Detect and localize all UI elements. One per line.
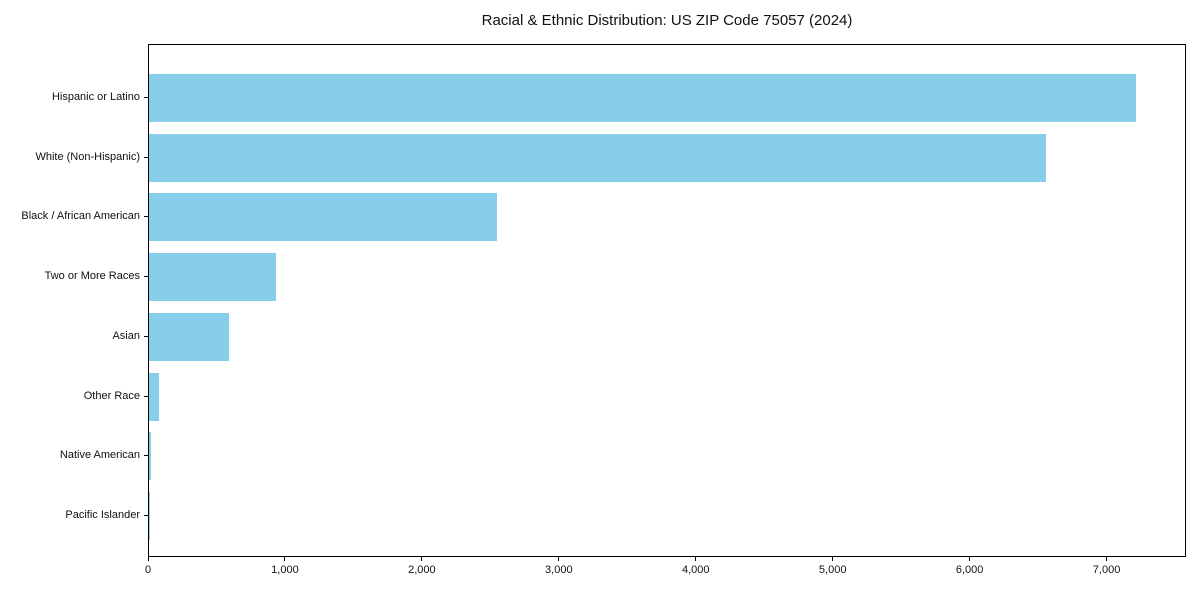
y-tick-mark [144,395,148,397]
y-label-two-or-more-races: Two or More Races [44,270,140,283]
x-tick-label: 5,000 [818,564,847,576]
bar-two-or-more-races [149,253,277,302]
x-tick-label: 0 [144,564,152,576]
bar-hispanic-or-latino [149,74,1137,122]
y-tick-mark [144,216,148,218]
y-label-other-race: Other Race [83,389,140,402]
x-tick-mark [1106,557,1108,561]
y-label-white-non-hispanic: White (Non-Hispanic) [35,150,140,163]
x-tick-label: 4,000 [681,564,710,576]
y-tick-mark [144,97,148,98]
y-tick-mark [144,156,148,158]
bar-white-non-hispanic [149,133,1046,182]
x-tick-label: 6,000 [955,564,984,576]
y-label-black-african-american: Black / African American [21,210,140,223]
y-label-native-american: Native American [59,449,140,462]
x-tick-mark [421,557,423,561]
chart-title: Racial & Ethnic Distribution: US ZIP Cod… [481,12,853,29]
bar-native-american [149,432,151,481]
x-tick-mark [147,557,149,561]
bar-black-african-american [149,193,497,242]
y-label-asian: Asian [112,329,140,342]
x-tick-label: 1,000 [271,564,299,576]
y-label-pacific-islander: Pacific Islander [65,508,140,521]
y-tick-mark [144,276,148,278]
x-tick-mark [969,557,971,561]
x-tick-label: 7,000 [1092,564,1121,576]
x-tick-mark [832,557,834,561]
plot-area [148,44,1186,557]
y-tick-mark [144,335,148,337]
y-tick-mark [144,455,148,457]
x-tick-label: 3,000 [545,564,573,576]
bar-other-race [149,372,160,421]
x-tick-mark [695,557,697,561]
x-tick-mark [284,557,286,561]
y-tick-mark [144,514,148,516]
x-tick-label: 2,000 [408,564,436,576]
y-label-hispanic-or-latino: Hispanic or Latino [51,91,140,103]
x-tick-mark [558,557,560,561]
bar-asian [149,312,230,361]
